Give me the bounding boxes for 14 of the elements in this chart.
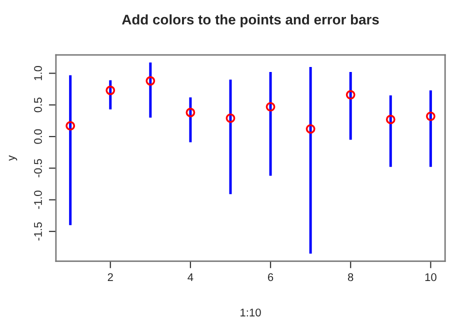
x-tick-label: 6	[268, 273, 274, 282]
y-axis-title: y	[8, 155, 18, 161]
x-tick-label: 8	[348, 273, 354, 282]
y-tick-label: 1.0	[34, 66, 42, 80]
y-tick-label: 0.5	[34, 98, 42, 112]
x-tick-label: 4	[188, 273, 194, 282]
x-tick-label: 10	[425, 273, 436, 282]
chart-title: Add colors to the points and error bars	[122, 14, 379, 28]
y-tick-label: -0.5	[34, 159, 42, 178]
y-tick-label: 0.0	[34, 129, 42, 144]
x-tick-label: 2	[108, 273, 113, 282]
x-axis-title: 1:10	[240, 308, 261, 316]
y-tick-label: -1.5	[34, 222, 42, 241]
y-tick-label: -1.0	[34, 190, 42, 209]
